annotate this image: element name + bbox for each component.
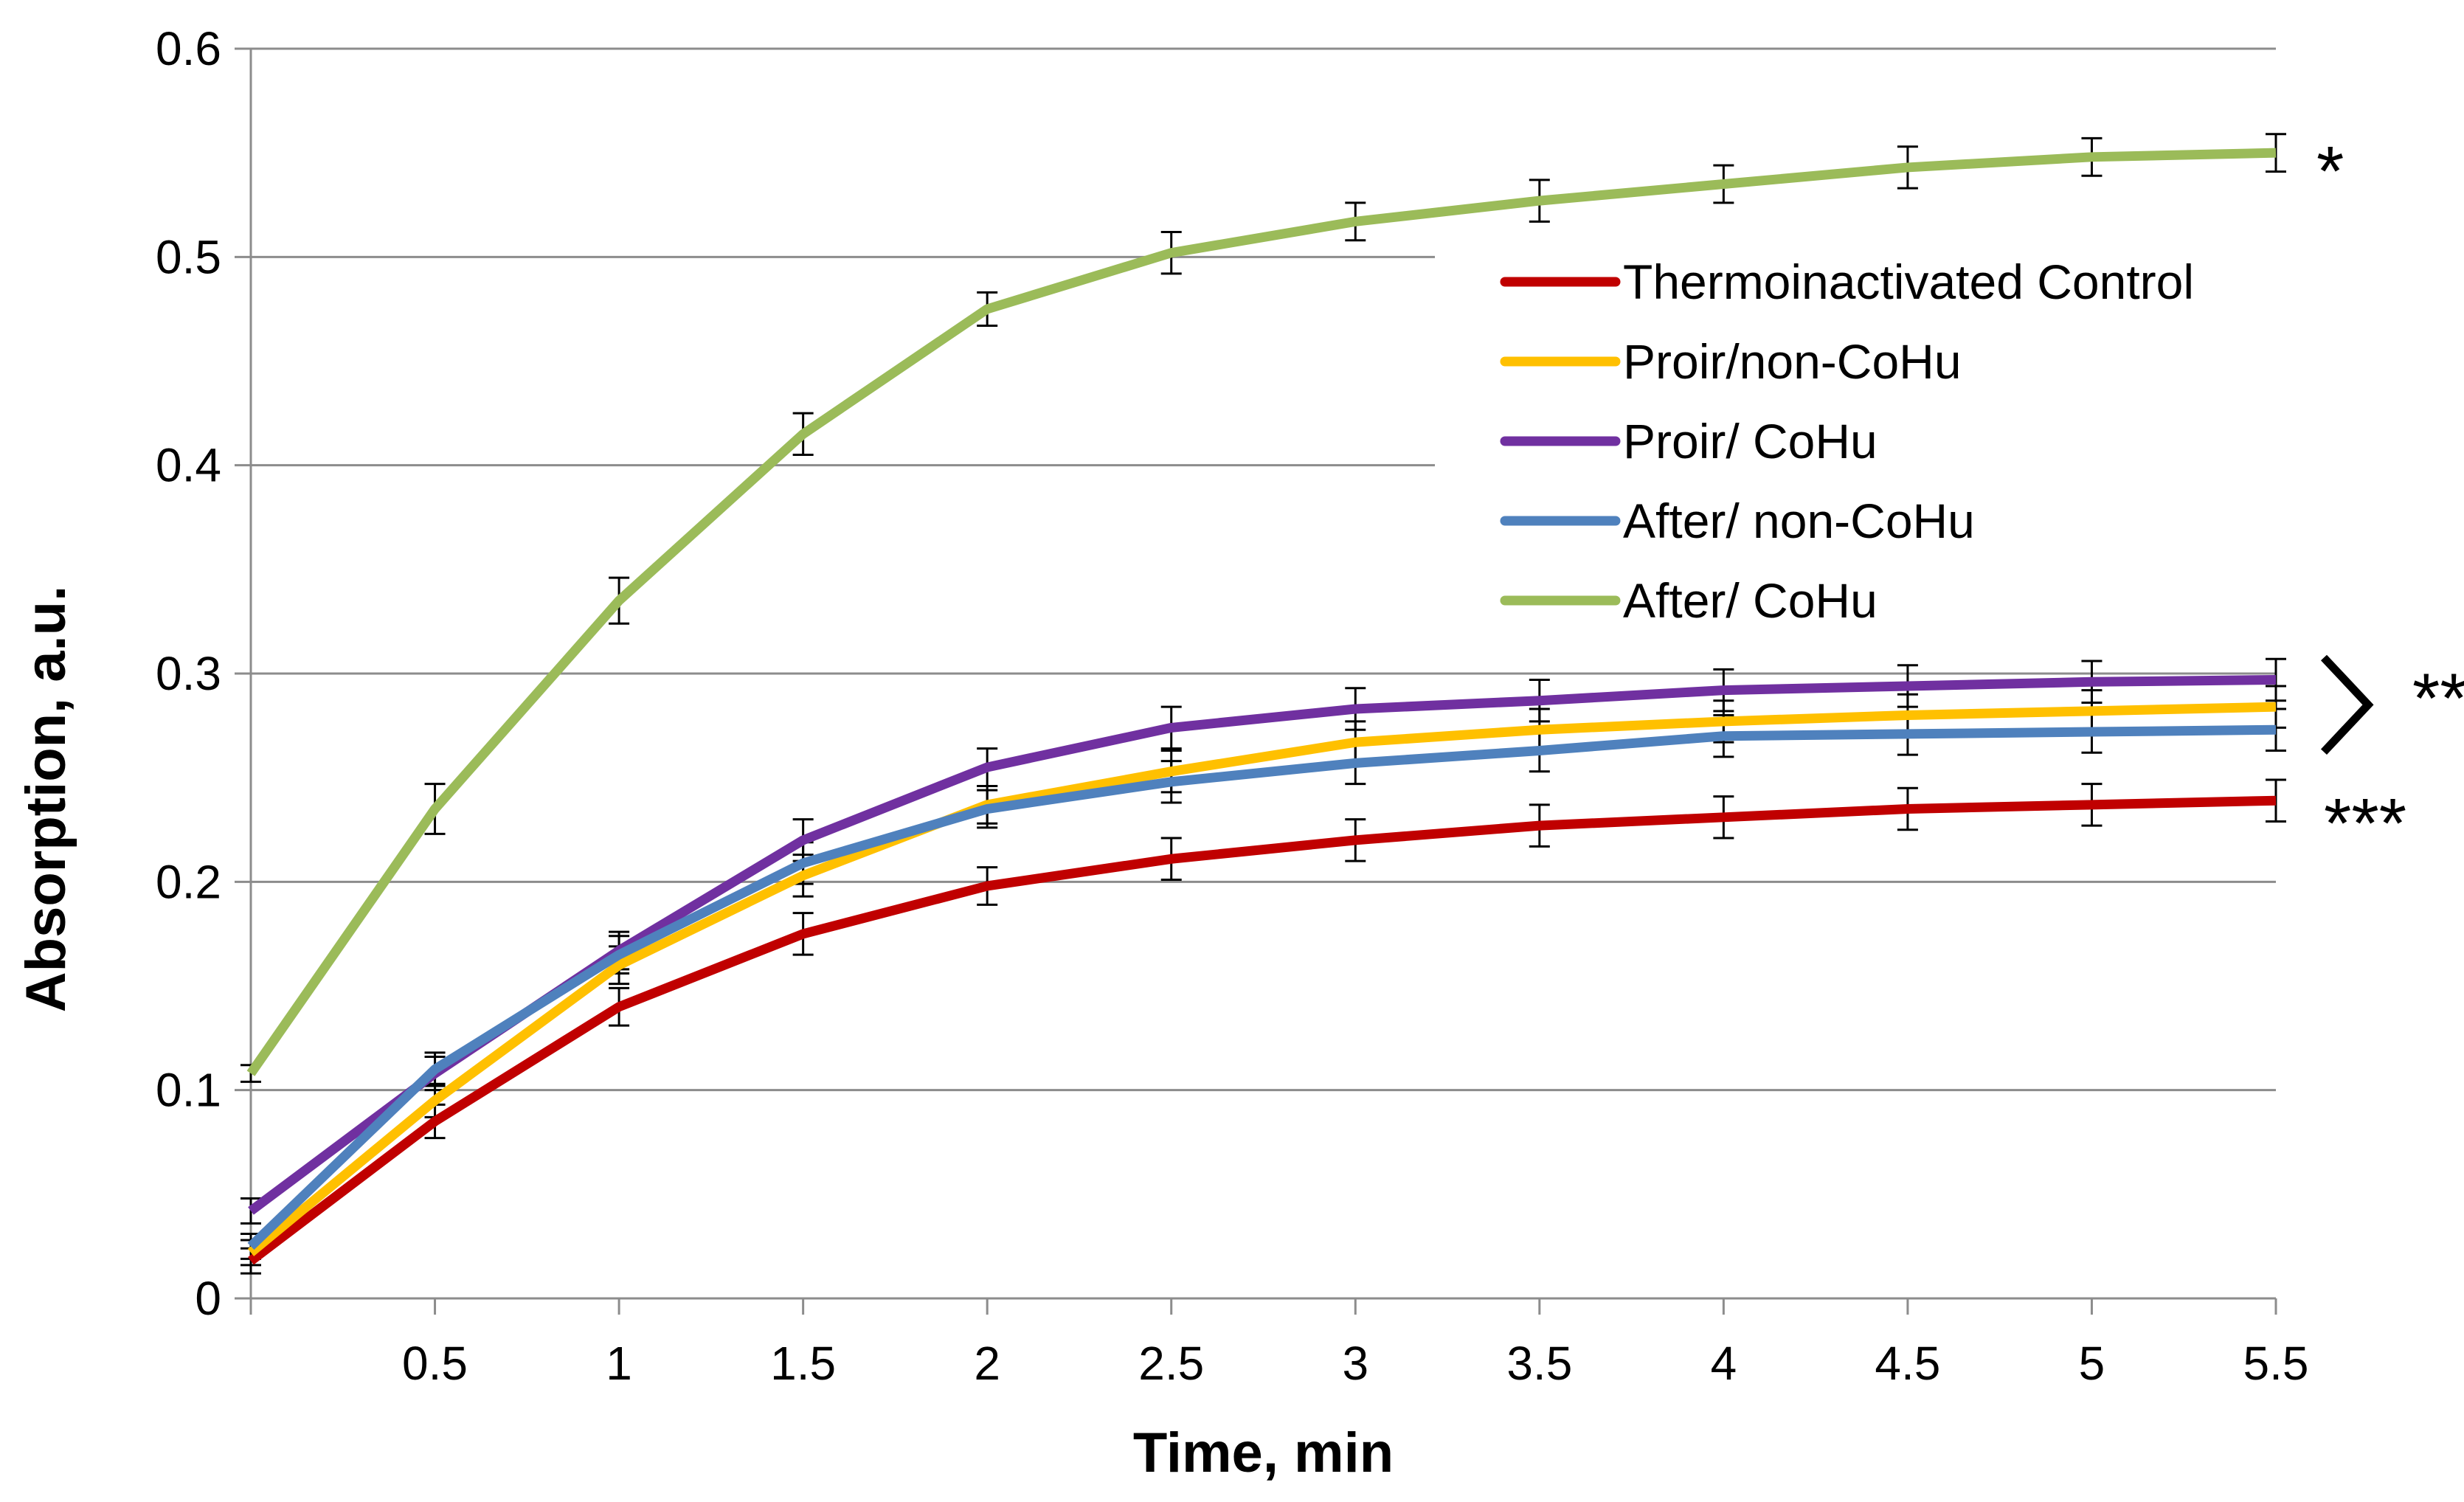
significance-mark-1: ** xyxy=(2412,659,2464,738)
legend-entry-1: Proir/non-CoHu xyxy=(1500,334,1962,389)
x-tick-label-0: 0.5 xyxy=(402,1337,468,1390)
series-line-1 xyxy=(247,702,2277,1256)
y-tick-label-5: 0.5 xyxy=(156,230,221,283)
y-tick-label-3: 0.3 xyxy=(156,647,221,700)
legend-label-4: After/ CoHu xyxy=(1623,573,1878,628)
legend-label-1: Proir/non-CoHu xyxy=(1623,334,1962,389)
x-axis-title: Time, min xyxy=(1133,1422,1394,1484)
legend-entry-0: Thermoinactivated Control xyxy=(1500,255,2194,309)
series-lines xyxy=(246,148,2277,1265)
legend-entry-3: After/ non-CoHu xyxy=(1500,494,1975,548)
x-tick-label-10: 5.5 xyxy=(2243,1337,2309,1390)
legend-entry-4: After/ CoHu xyxy=(1500,573,1878,628)
tick-labels: 0 0.1 0.2 0.3 0.4 0.5 0.6 0.5 1 1.5 2 2.5 3 3.5 4 4.5 5 5… xyxy=(156,22,2308,1390)
y-tick-label-1: 0.1 xyxy=(156,1064,221,1117)
series-line-4 xyxy=(246,148,2277,1076)
significance-mark-0: * xyxy=(2316,132,2344,211)
error-bar-s4-p11 xyxy=(2266,133,2286,173)
x-tick-label-1: 1 xyxy=(606,1337,632,1390)
x-tick-label-7: 4 xyxy=(1711,1337,1737,1390)
x-tick-label-2: 1.5 xyxy=(770,1337,836,1390)
series-line-0 xyxy=(248,795,2277,1265)
y-tick-label-4: 0.4 xyxy=(156,439,221,492)
significance-annotations: ****** xyxy=(2316,132,2464,863)
x-tick-label-4: 2.5 xyxy=(1138,1337,1204,1390)
x-tick-label-5: 3 xyxy=(1342,1337,1368,1390)
legend: Thermoinactivated Control Proir/non-CoHu P… xyxy=(1500,255,2194,628)
axes xyxy=(235,47,2277,1315)
x-tick-label-9: 5 xyxy=(2079,1337,2105,1390)
x-tick-label-3: 2 xyxy=(974,1337,1000,1390)
y-tick-label-2: 0.2 xyxy=(156,855,221,908)
y-axis-title: Absorption, a.u. xyxy=(15,586,77,1012)
y-tick-label-0: 0 xyxy=(195,1272,221,1325)
legend-label-0: Thermoinactivated Control xyxy=(1623,255,2194,309)
legend-label-2: Proir/ CoHu xyxy=(1623,414,1878,468)
x-tick-label-6: 3.5 xyxy=(1506,1337,1572,1390)
bracket-marker xyxy=(2320,654,2374,755)
legend-label-3: After/ non-CoHu xyxy=(1623,494,1975,548)
legend-entry-2: Proir/ CoHu xyxy=(1500,414,1878,468)
significance-mark-2: *** xyxy=(2324,784,2406,863)
gridlines xyxy=(251,47,2276,1092)
x-tick-label-8: 4.5 xyxy=(1875,1337,1940,1390)
series-line-3 xyxy=(247,724,2277,1250)
y-tick-label-6: 0.6 xyxy=(156,22,221,75)
